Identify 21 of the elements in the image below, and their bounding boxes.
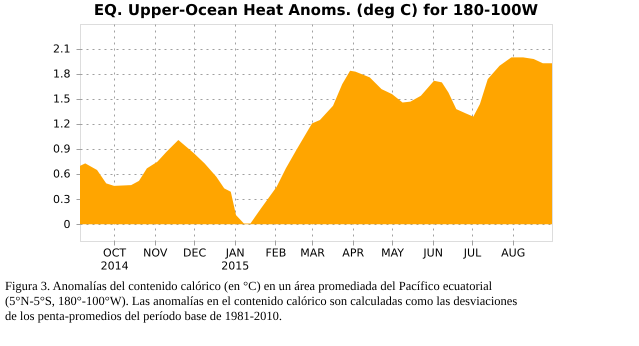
- y-tick-label: 0.9: [53, 142, 70, 156]
- x-tick-label: JUL: [462, 246, 482, 260]
- x-tick-label: JAN 2015: [221, 246, 250, 272]
- text: Figura 3. Anomalías del contenido calórico (en °C) en un área promediada del Pacífico ecuatorial (5°N-5°S, 180°-100°W). Las anomalías en el contenido calórico son calculadas como las desviaciones de los penta-promedios del período base de 1981-2010.: [5, 279, 518, 323]
- x-tick-label: NOV: [143, 246, 168, 260]
- x-tick-label: FEB: [265, 246, 286, 260]
- x-tick-label: OCT 2014: [100, 246, 129, 272]
- x-tick-label: AUG: [501, 246, 526, 260]
- y-tick-label: 1.5: [53, 92, 70, 106]
- y-tick-label: 0: [64, 218, 70, 231]
- x-tick-label: MAR: [300, 246, 326, 260]
- x-tick-label: JUN: [422, 246, 443, 260]
- y-tick-label: 1.2: [53, 118, 70, 131]
- y-tick-label: 0.3: [53, 192, 70, 206]
- x-tick-label: DEC: [183, 246, 206, 260]
- x-tick-label: MAY: [381, 246, 404, 260]
- y-tick-label: 0.6: [53, 168, 70, 181]
- y-tick-label: 1.8: [53, 68, 70, 81]
- chart-title: EQ. Upper-Ocean Heat Anoms. (deg C) for 180-100W: [94, 1, 539, 19]
- x-tick-label: APR: [342, 246, 364, 260]
- y-tick-label: 2.1: [53, 42, 70, 56]
